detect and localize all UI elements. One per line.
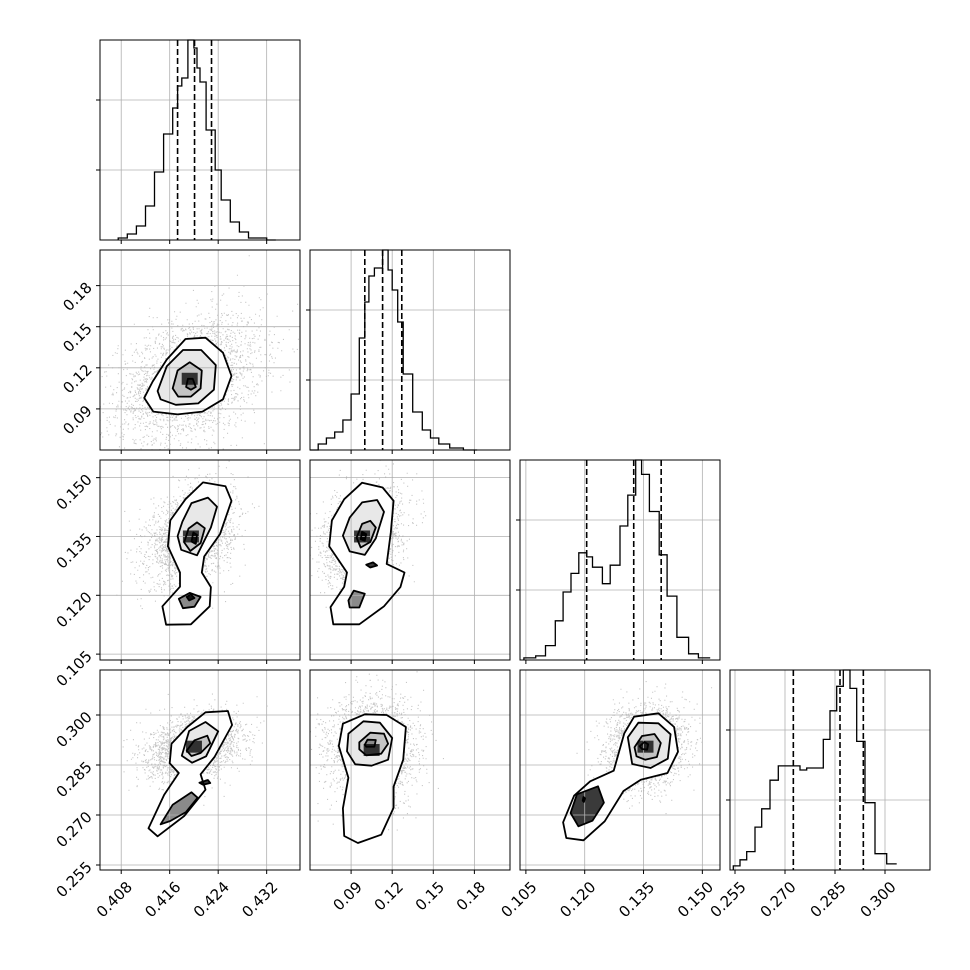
x-tick-label: 0.18 — [453, 878, 489, 914]
panel-frame — [309, 249, 511, 451]
panel-frame — [99, 669, 301, 871]
panel-frame — [309, 459, 511, 661]
x-tick-label: 0.424 — [190, 878, 233, 921]
x-tick-label: 0.15 — [412, 878, 448, 914]
x-tick-label: 0.150 — [674, 878, 717, 921]
histogram-p3 — [732, 669, 897, 870]
contour-p3_vs_p0 — [185, 734, 212, 757]
contour-p2_vs_p1 — [342, 499, 385, 556]
density-fill — [570, 786, 604, 827]
panel-frame — [729, 669, 931, 871]
contour-p3_vs_p1 — [363, 738, 377, 748]
x-tick-label: 0.255 — [707, 878, 750, 921]
frame-layer — [99, 39, 931, 871]
panel-frame — [99, 39, 301, 241]
scatter-p3_vs_p2 — [563, 681, 713, 841]
panel-frame — [99, 249, 301, 451]
y-tick-label: 0.18 — [59, 279, 95, 315]
contour-p2_vs_p0 — [185, 593, 196, 602]
contour-p3_vs_p0 — [198, 779, 212, 786]
contour-p3_vs_p0 — [147, 710, 233, 838]
contour-p3_vs_p0 — [180, 721, 220, 764]
contour-p2_vs_p0 — [177, 592, 202, 610]
panel-frame — [309, 669, 511, 871]
scatter-points — [576, 681, 713, 815]
contour-p1_vs_p0 — [143, 336, 233, 416]
contour-p3_vs_p1 — [358, 731, 389, 757]
contour-p2_vs_p1 — [347, 589, 366, 609]
x-tick-label: 0.09 — [329, 878, 365, 914]
histogram-p2 — [523, 459, 711, 660]
contour-p3_vs_p2 — [581, 796, 586, 803]
contour-p3_vs_p1 — [346, 720, 394, 767]
contour-p3_vs_p2 — [633, 733, 662, 761]
contour-p3_vs_p1 — [337, 713, 407, 844]
x-tick-label: 0.432 — [238, 878, 281, 921]
y-tick-label: 0.135 — [53, 529, 96, 572]
x-tick-label: 0.408 — [93, 878, 136, 921]
y-tick-label: 0.270 — [53, 808, 96, 851]
panel-frame — [519, 669, 721, 871]
contour-p1_vs_p0 — [171, 361, 203, 398]
y-tick-label: 0.09 — [59, 402, 95, 438]
density-fill — [329, 482, 405, 625]
contour-p1_vs_p0 — [185, 377, 197, 391]
contour-p1_vs_p0 — [156, 349, 217, 406]
x-tick-label: 0.105 — [498, 878, 541, 921]
y-tick-label: 0.105 — [53, 647, 96, 690]
contour-p2_vs_p1 — [365, 561, 378, 569]
x-tick-label: 0.120 — [556, 878, 599, 921]
y-tick-label: 0.12 — [59, 361, 95, 397]
contour-p2_vs_p0 — [161, 481, 233, 626]
contour-p3_vs_p2 — [569, 785, 605, 828]
contour-p2_vs_p1 — [328, 481, 406, 626]
y-tick-label: 0.150 — [53, 471, 96, 514]
x-tick-label: 0.135 — [615, 878, 658, 921]
contour-p2_vs_p1 — [359, 530, 368, 542]
contour-p2_vs_p0 — [190, 531, 198, 545]
x-tick-label: 0.416 — [141, 878, 184, 921]
contour-p3_vs_p2 — [562, 712, 679, 842]
histogram-p0 — [117, 39, 276, 241]
x-tick-label: 0.300 — [857, 878, 900, 921]
x-tick-label: 0.270 — [757, 878, 800, 921]
panel-frame — [99, 459, 301, 661]
y-tick-label: 0.255 — [53, 858, 96, 901]
grid-layer — [100, 40, 930, 870]
contour-p2_vs_p0 — [183, 521, 206, 552]
histogram-p1 — [310, 249, 478, 451]
contour-p3_vs_p0 — [159, 791, 199, 826]
density-peak — [185, 740, 202, 753]
scatter-points — [122, 693, 268, 806]
y-tick-label: 0.15 — [59, 320, 95, 356]
y-tick-label: 0.300 — [53, 708, 96, 751]
scatter-p3_vs_p1 — [310, 671, 444, 843]
y-tick-label: 0.285 — [53, 758, 96, 801]
x-tick-label: 0.285 — [807, 878, 850, 921]
contour-p3_vs_p2 — [626, 721, 672, 769]
contour-p2_vs_p0 — [176, 496, 218, 557]
contour-p3_vs_p2 — [638, 741, 650, 751]
panel-frame — [519, 459, 721, 661]
data-layer — [117, 39, 897, 870]
y-tick-label: 0.120 — [53, 588, 96, 631]
contour-p2_vs_p1 — [355, 519, 377, 549]
x-tick-label: 0.12 — [371, 878, 407, 914]
